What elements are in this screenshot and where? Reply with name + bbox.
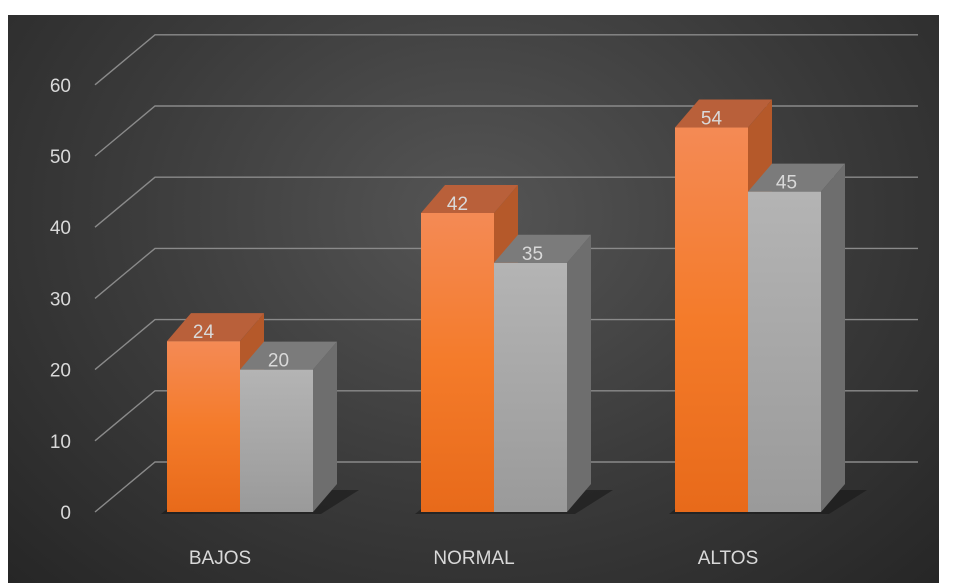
bar-front: [494, 262, 567, 512]
x-category-label: BAJOS: [189, 548, 251, 569]
y-tick-label: 40: [50, 218, 71, 239]
y-tick-label: 20: [50, 361, 71, 382]
data-label: 24: [193, 322, 215, 343]
gridline: [94, 318, 918, 371]
data-labels: 24 20 42 35 54 45: [193, 109, 797, 372]
data-label: 45: [776, 173, 797, 194]
data-label: 54: [701, 109, 723, 130]
y-tick-label: 10: [50, 432, 71, 453]
data-label: 42: [447, 194, 468, 215]
y-tick-label: 50: [50, 147, 71, 168]
bar-front: [421, 212, 494, 512]
y-tick-label: 0: [60, 503, 71, 524]
bar-side: [567, 234, 591, 513]
gridline: [94, 34, 918, 86]
y-axis-ticks: 0 10 20 30 40 50 60: [50, 76, 71, 524]
y-tick-label: 30: [50, 289, 71, 310]
bar-front: [748, 191, 821, 512]
bar-front: [675, 127, 748, 513]
bar-front: [167, 341, 240, 512]
bar-top: [240, 341, 337, 370]
bar-side: [313, 341, 337, 512]
bar-side: [821, 163, 845, 512]
gridline: [94, 176, 918, 228]
gridline: [94, 105, 918, 157]
data-label: 20: [268, 351, 289, 372]
bar-front: [240, 369, 313, 512]
data-label: 35: [522, 244, 543, 265]
bar-top: [748, 163, 845, 192]
gridlines: [94, 34, 918, 513]
bar-top: [494, 234, 591, 263]
bar-gray-normal: [494, 234, 591, 513]
bar-top: [675, 99, 772, 128]
y-tick-label: 60: [50, 76, 71, 97]
bars: [167, 99, 845, 513]
x-category-label: NORMAL: [433, 548, 514, 569]
gridline: [94, 461, 918, 513]
x-category-label: ALTOS: [698, 548, 759, 569]
gridline: [94, 390, 918, 442]
bar-gray-bajos: [240, 341, 337, 512]
bar-top: [421, 184, 518, 213]
bar-gray-altos: [748, 163, 845, 512]
gridline: [94, 247, 918, 299]
x-axis-categories: BAJOS NORMAL ALTOS: [189, 548, 758, 569]
bar-top: [167, 313, 264, 342]
